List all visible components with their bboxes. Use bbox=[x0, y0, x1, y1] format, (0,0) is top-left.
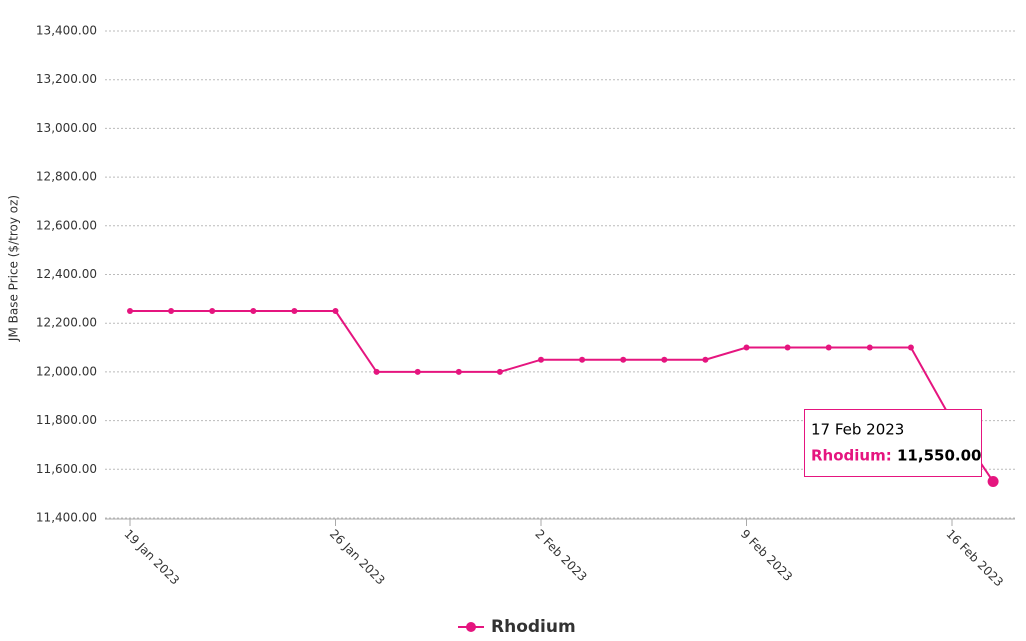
point bbox=[332, 308, 339, 315]
y-tick-label: 11,400.00 bbox=[36, 511, 97, 525]
point bbox=[702, 356, 709, 363]
point bbox=[250, 308, 257, 315]
x-tick-label: 26 Jan 2023 bbox=[327, 527, 388, 588]
tooltip-series: Rhodium: bbox=[811, 447, 892, 465]
legend-label: Rhodium bbox=[491, 617, 576, 637]
point bbox=[496, 368, 503, 375]
point bbox=[127, 308, 133, 315]
point bbox=[907, 344, 914, 351]
x-tick-label: 19 Jan 2023 bbox=[121, 527, 182, 588]
y-tick-label: 11,800.00 bbox=[36, 413, 97, 427]
y-tick-label: 12,400.00 bbox=[36, 267, 97, 281]
x-tick-label: 9 Feb 2023 bbox=[738, 527, 795, 584]
line bbox=[130, 310, 994, 483]
point bbox=[743, 344, 750, 351]
y-tick-label: 13,000.00 bbox=[36, 121, 97, 135]
y-tick-label: 12,600.00 bbox=[36, 218, 97, 232]
point bbox=[866, 344, 873, 351]
point bbox=[209, 308, 216, 315]
x-tick-label: 16 Feb 2023 bbox=[943, 527, 1006, 590]
y-tick-label: 13,200.00 bbox=[36, 72, 97, 86]
x-tick-label: 2 Feb 2023 bbox=[532, 527, 589, 584]
tooltip: 17 Feb 2023 Rhodium: 11,550.00 bbox=[804, 409, 982, 477]
point bbox=[373, 368, 380, 375]
point bbox=[414, 368, 421, 375]
y-tick-label: 12,800.00 bbox=[36, 170, 97, 184]
legend-marker bbox=[466, 622, 476, 632]
tooltip-box bbox=[804, 409, 982, 477]
point bbox=[620, 356, 627, 363]
point bbox=[455, 368, 462, 375]
tooltip-title: 17 Feb 2023 bbox=[811, 421, 904, 439]
y-axis-label: JM Base Price ($/troy oz) bbox=[7, 195, 21, 342]
point bbox=[538, 356, 544, 363]
y-tick-label: 13,400.00 bbox=[36, 24, 97, 38]
point bbox=[987, 475, 999, 487]
point bbox=[661, 356, 668, 363]
y-tick-label: 12,000.00 bbox=[36, 364, 97, 378]
point bbox=[291, 308, 298, 315]
tooltip-value: 11,550.00 bbox=[897, 447, 981, 465]
y-tick-label: 11,600.00 bbox=[36, 462, 97, 476]
y-tick-label: 12,200.00 bbox=[36, 316, 97, 330]
point bbox=[168, 308, 175, 315]
point bbox=[579, 356, 586, 363]
point bbox=[784, 344, 791, 351]
point bbox=[825, 344, 832, 351]
